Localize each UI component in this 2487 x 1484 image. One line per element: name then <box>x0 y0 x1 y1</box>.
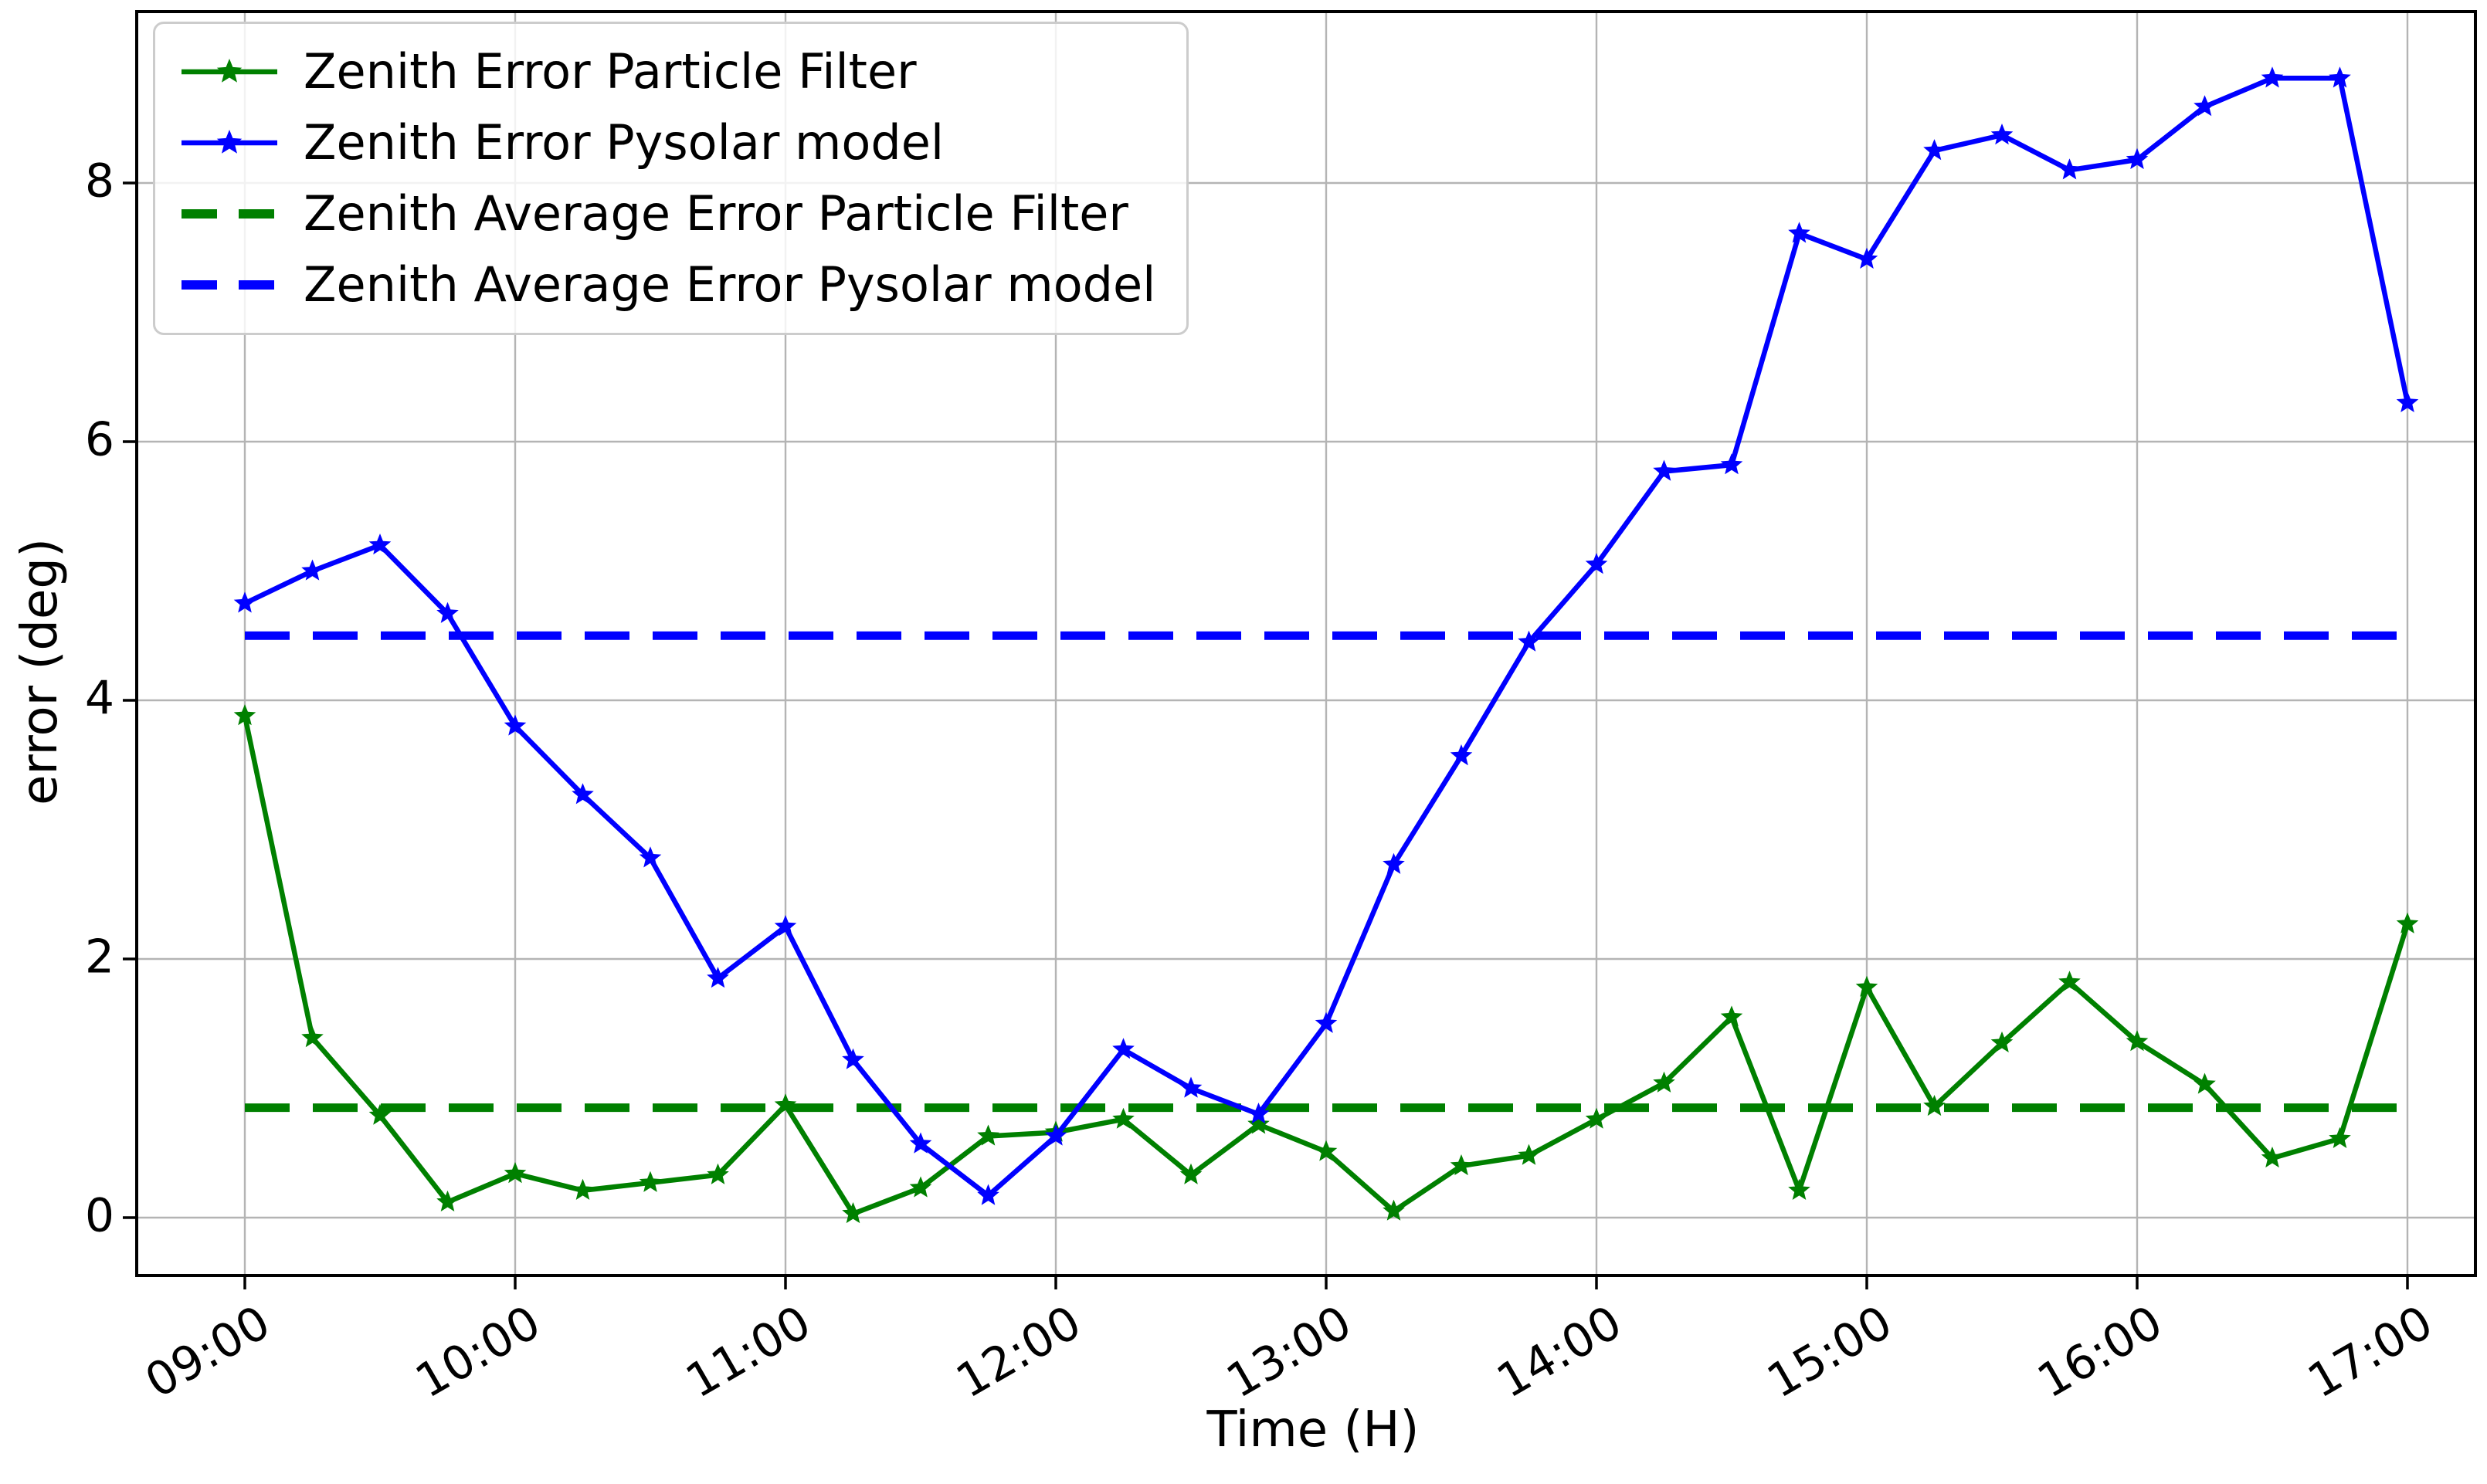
star-marker <box>1383 852 1405 874</box>
star-marker <box>1315 1011 1338 1033</box>
legend-item: Zenith Error Pysolar model <box>180 107 1155 178</box>
star-marker <box>909 1176 932 1198</box>
star-marker <box>1585 1107 1608 1129</box>
star-marker <box>1247 1103 1270 1124</box>
star-marker <box>1788 1178 1810 1200</box>
star-marker <box>572 783 594 805</box>
star-marker <box>301 559 324 581</box>
star-marker <box>301 1026 324 1048</box>
star-marker <box>504 1162 527 1184</box>
y-tick-label: 2 <box>84 930 114 984</box>
star-marker <box>2194 95 2216 117</box>
dashed-line-swatch-icon <box>182 209 277 219</box>
star-marker <box>233 704 256 726</box>
star-marker <box>2058 158 2081 180</box>
star-marker <box>1112 1038 1135 1059</box>
star-marker <box>707 1163 729 1184</box>
star-marker <box>1179 1076 1203 1098</box>
y-tick-label: 6 <box>84 412 114 467</box>
star-marker <box>1990 1031 2014 1052</box>
star-marker <box>2126 1030 2149 1052</box>
legend-item: Zenith Average Error Pysolar model <box>180 249 1155 320</box>
star-marker <box>1247 1113 1270 1134</box>
star-marker <box>436 601 459 623</box>
star-marker <box>842 1202 864 1224</box>
star-marker <box>1044 1124 1067 1146</box>
star-marker <box>504 714 527 736</box>
star-marker <box>1450 744 1473 766</box>
star-marker <box>1450 1154 1473 1176</box>
y-tick-label: 4 <box>84 671 114 726</box>
dashed-line-swatch-icon <box>182 280 277 290</box>
star-marker <box>572 1178 594 1200</box>
star-marker <box>639 1171 662 1192</box>
star-marker <box>1383 1199 1405 1221</box>
star-marker <box>2329 66 2351 88</box>
star-marker <box>2329 1127 2351 1148</box>
star-marker <box>2396 391 2419 412</box>
star-marker <box>1518 630 1540 652</box>
star-marker <box>774 1093 797 1115</box>
legend-label: Zenith Average Error Pysolar model <box>304 256 1156 313</box>
star-marker <box>1518 1143 1540 1165</box>
star-marker <box>1923 139 1946 161</box>
legend-label: Zenith Error Particle Filter <box>304 43 917 100</box>
star-marker <box>1855 975 1878 997</box>
star-marker <box>2261 1147 2284 1168</box>
legend-label: Zenith Error Pysolar model <box>304 114 945 171</box>
star-marker <box>233 591 256 613</box>
legend-label: Zenith Average Error Particle Filter <box>304 185 1128 242</box>
star-marker <box>1720 453 1743 475</box>
star-marker <box>1653 1071 1675 1093</box>
star-marker <box>977 1124 999 1146</box>
line-star-swatch-icon <box>182 130 277 154</box>
line-star-swatch-icon <box>182 59 277 83</box>
legend-item: Zenith Error Particle Filter <box>180 36 1155 107</box>
star-marker <box>977 1184 999 1205</box>
star-marker <box>842 1048 864 1069</box>
star-marker <box>1788 222 1810 243</box>
star-marker <box>2396 912 2419 933</box>
star-marker <box>1585 553 1608 574</box>
x-axis-title: Time (H) <box>1206 1401 1420 1459</box>
star-marker <box>2194 1072 2216 1094</box>
star-marker <box>1653 459 1675 481</box>
star-marker <box>1179 1163 1203 1184</box>
legend: Zenith Error Particle Filter Zenith Error… <box>153 22 1189 335</box>
star-marker <box>2058 971 2081 992</box>
star-marker <box>2261 66 2284 88</box>
star-marker <box>368 1103 392 1125</box>
star-marker <box>1923 1095 1946 1116</box>
star-marker <box>707 967 729 988</box>
star-marker <box>1315 1140 1338 1161</box>
star-marker <box>774 915 797 937</box>
star-marker <box>909 1132 932 1154</box>
star-marker <box>1855 247 1878 269</box>
star-marker <box>639 846 662 868</box>
plot-border <box>135 10 2477 1277</box>
star-marker <box>1990 124 2014 145</box>
y-tick-label: 8 <box>84 154 114 208</box>
star-marker <box>1720 1005 1743 1027</box>
y-axis-title: error (deg) <box>12 538 69 805</box>
star-marker <box>436 1190 459 1211</box>
star-marker <box>1112 1107 1135 1129</box>
star-marker <box>2126 147 2149 169</box>
y-tick-label: 0 <box>84 1188 114 1243</box>
star-marker <box>368 534 392 555</box>
legend-item: Zenith Average Error Particle Filter <box>180 178 1155 249</box>
